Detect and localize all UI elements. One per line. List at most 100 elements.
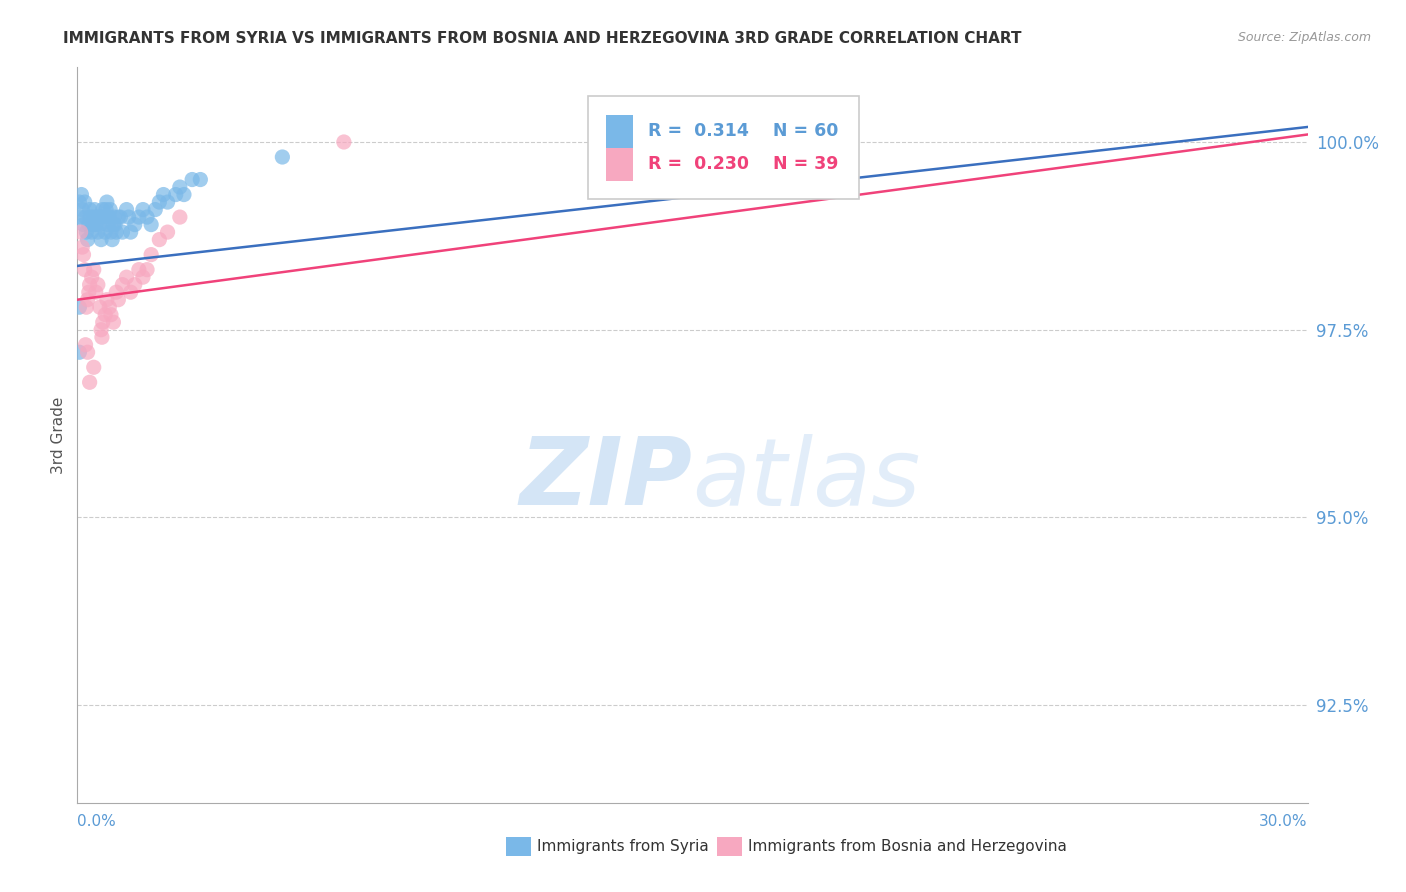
- Point: [82, 218, 104, 232]
- Point: [94, 308, 117, 322]
- Point: [96, 195, 118, 210]
- Point: [67, 195, 90, 210]
- Point: [67, 300, 90, 314]
- Point: [72, 247, 94, 261]
- Point: [90, 330, 114, 344]
- Point: [103, 218, 125, 232]
- Point: [120, 225, 142, 239]
- Point: [132, 202, 155, 217]
- Point: [169, 210, 191, 224]
- Text: IMMIGRANTS FROM SYRIA VS IMMIGRANTS FROM BOSNIA AND HERZEGOVINA 3RD GRADE CORREL: IMMIGRANTS FROM SYRIA VS IMMIGRANTS FROM…: [63, 31, 1022, 46]
- Point: [136, 262, 159, 277]
- Point: [90, 210, 114, 224]
- Point: [128, 210, 150, 224]
- Point: [98, 202, 121, 217]
- Point: [90, 323, 112, 337]
- Point: [100, 308, 122, 322]
- Point: [80, 270, 103, 285]
- Point: [86, 210, 108, 224]
- Point: [83, 360, 105, 375]
- Text: atlas: atlas: [693, 434, 921, 524]
- Point: [104, 218, 127, 232]
- Point: [148, 195, 170, 210]
- Point: [152, 187, 174, 202]
- Text: ZIP: ZIP: [520, 433, 693, 525]
- Point: [107, 293, 129, 307]
- Point: [111, 225, 134, 239]
- Point: [132, 270, 155, 285]
- Point: [87, 277, 110, 292]
- Point: [156, 195, 179, 210]
- Point: [98, 210, 121, 224]
- Point: [165, 187, 187, 202]
- Point: [143, 202, 166, 217]
- Point: [94, 202, 117, 217]
- Point: [124, 277, 146, 292]
- Point: [80, 225, 103, 239]
- Point: [91, 315, 114, 329]
- Point: [87, 210, 110, 224]
- Point: [77, 218, 100, 232]
- Point: [101, 233, 124, 247]
- Point: [141, 218, 163, 232]
- Point: [83, 202, 105, 217]
- Point: [84, 218, 107, 232]
- Point: [120, 285, 142, 300]
- Point: [103, 315, 125, 329]
- Text: 30.0%: 30.0%: [1260, 814, 1308, 829]
- Point: [77, 285, 100, 300]
- Point: [94, 225, 117, 239]
- Point: [83, 210, 105, 224]
- Point: [93, 210, 115, 224]
- Text: R =  0.230    N = 39: R = 0.230 N = 39: [648, 155, 838, 173]
- Point: [100, 225, 122, 239]
- Text: 0.0%: 0.0%: [77, 814, 117, 829]
- Text: Immigrants from Bosnia and Herzegovina: Immigrants from Bosnia and Herzegovina: [748, 839, 1067, 854]
- Point: [79, 277, 101, 292]
- Point: [69, 210, 91, 224]
- Point: [156, 225, 179, 239]
- Point: [89, 300, 111, 314]
- Bar: [606, 115, 634, 148]
- Point: [70, 187, 93, 202]
- Text: R =  0.314    N = 60: R = 0.314 N = 60: [648, 122, 838, 140]
- Point: [105, 225, 128, 239]
- Point: [91, 202, 114, 217]
- Point: [148, 233, 170, 247]
- Point: [76, 345, 98, 359]
- Point: [70, 240, 93, 254]
- Point: [141, 247, 163, 261]
- Text: Immigrants from Syria: Immigrants from Syria: [537, 839, 709, 854]
- FancyBboxPatch shape: [588, 96, 859, 200]
- Point: [70, 202, 93, 217]
- Point: [103, 210, 125, 224]
- Point: [67, 345, 90, 359]
- Point: [110, 210, 132, 224]
- Point: [107, 210, 129, 224]
- Point: [79, 202, 101, 217]
- Point: [105, 285, 128, 300]
- Point: [76, 293, 98, 307]
- Point: [75, 210, 97, 224]
- Point: [79, 210, 101, 224]
- Point: [98, 300, 121, 314]
- Point: [188, 172, 212, 186]
- Y-axis label: 3rd Grade: 3rd Grade: [51, 396, 66, 474]
- Point: [115, 270, 138, 285]
- Text: Source: ZipAtlas.com: Source: ZipAtlas.com: [1237, 31, 1371, 45]
- Point: [169, 180, 191, 194]
- Point: [75, 225, 97, 239]
- Point: [69, 225, 91, 239]
- Point: [73, 195, 96, 210]
- Point: [87, 225, 110, 239]
- Bar: [606, 148, 634, 181]
- Point: [83, 262, 105, 277]
- Point: [89, 218, 111, 232]
- Point: [128, 262, 150, 277]
- Point: [117, 210, 139, 224]
- Point: [76, 233, 98, 247]
- Point: [173, 187, 195, 202]
- Point: [84, 285, 107, 300]
- Point: [72, 218, 94, 232]
- Point: [75, 337, 97, 351]
